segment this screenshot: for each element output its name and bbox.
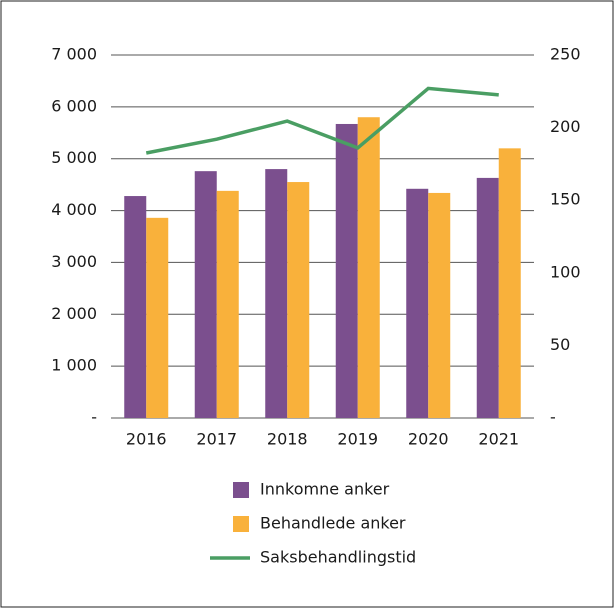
- bar: [287, 182, 310, 418]
- bar: [357, 117, 380, 418]
- x-tick-label: 2017: [196, 430, 237, 449]
- legend-label: Innkomne anker: [260, 480, 390, 499]
- bar: [216, 190, 239, 418]
- x-tick-label: 2016: [126, 430, 167, 449]
- y-tick-label: 5 000: [51, 148, 97, 167]
- y-tick-label: -: [91, 408, 97, 427]
- bar: [146, 217, 169, 418]
- legend-label: Behandlede anker: [260, 514, 406, 533]
- y2-tick-label: 200: [550, 117, 581, 136]
- y-tick-label: 3 000: [51, 252, 97, 271]
- y2-tick-label: -: [550, 408, 556, 427]
- legend-swatch: [233, 482, 249, 498]
- legend-label: Saksbehandlingstid: [260, 548, 416, 567]
- y-tick-label: 6 000: [51, 96, 97, 115]
- y-tick-label: 1 000: [51, 356, 97, 375]
- bar: [428, 192, 451, 418]
- x-tick-label: 2021: [478, 430, 519, 449]
- y-tick-label: 4 000: [51, 200, 97, 219]
- bar: [265, 169, 288, 418]
- y2-tick-label: 250: [550, 45, 581, 64]
- bar: [406, 188, 429, 418]
- y-tick-label: 7 000: [51, 45, 97, 64]
- line: [145, 86, 499, 155]
- legend-swatch: [233, 516, 249, 532]
- y-tick-label: 2 000: [51, 304, 97, 323]
- y2-tick-label: 150: [550, 190, 581, 209]
- x-tick-label: 2018: [267, 430, 308, 449]
- y2-tick-label: 50: [550, 335, 570, 354]
- x-tick-label: 2020: [408, 430, 449, 449]
- bar: [194, 171, 217, 418]
- bar: [498, 148, 521, 419]
- x-tick-label: 2019: [337, 430, 378, 449]
- bar: [476, 177, 499, 418]
- y2-tick-label: 100: [550, 262, 581, 281]
- bar: [335, 123, 358, 418]
- bar: [124, 196, 147, 418]
